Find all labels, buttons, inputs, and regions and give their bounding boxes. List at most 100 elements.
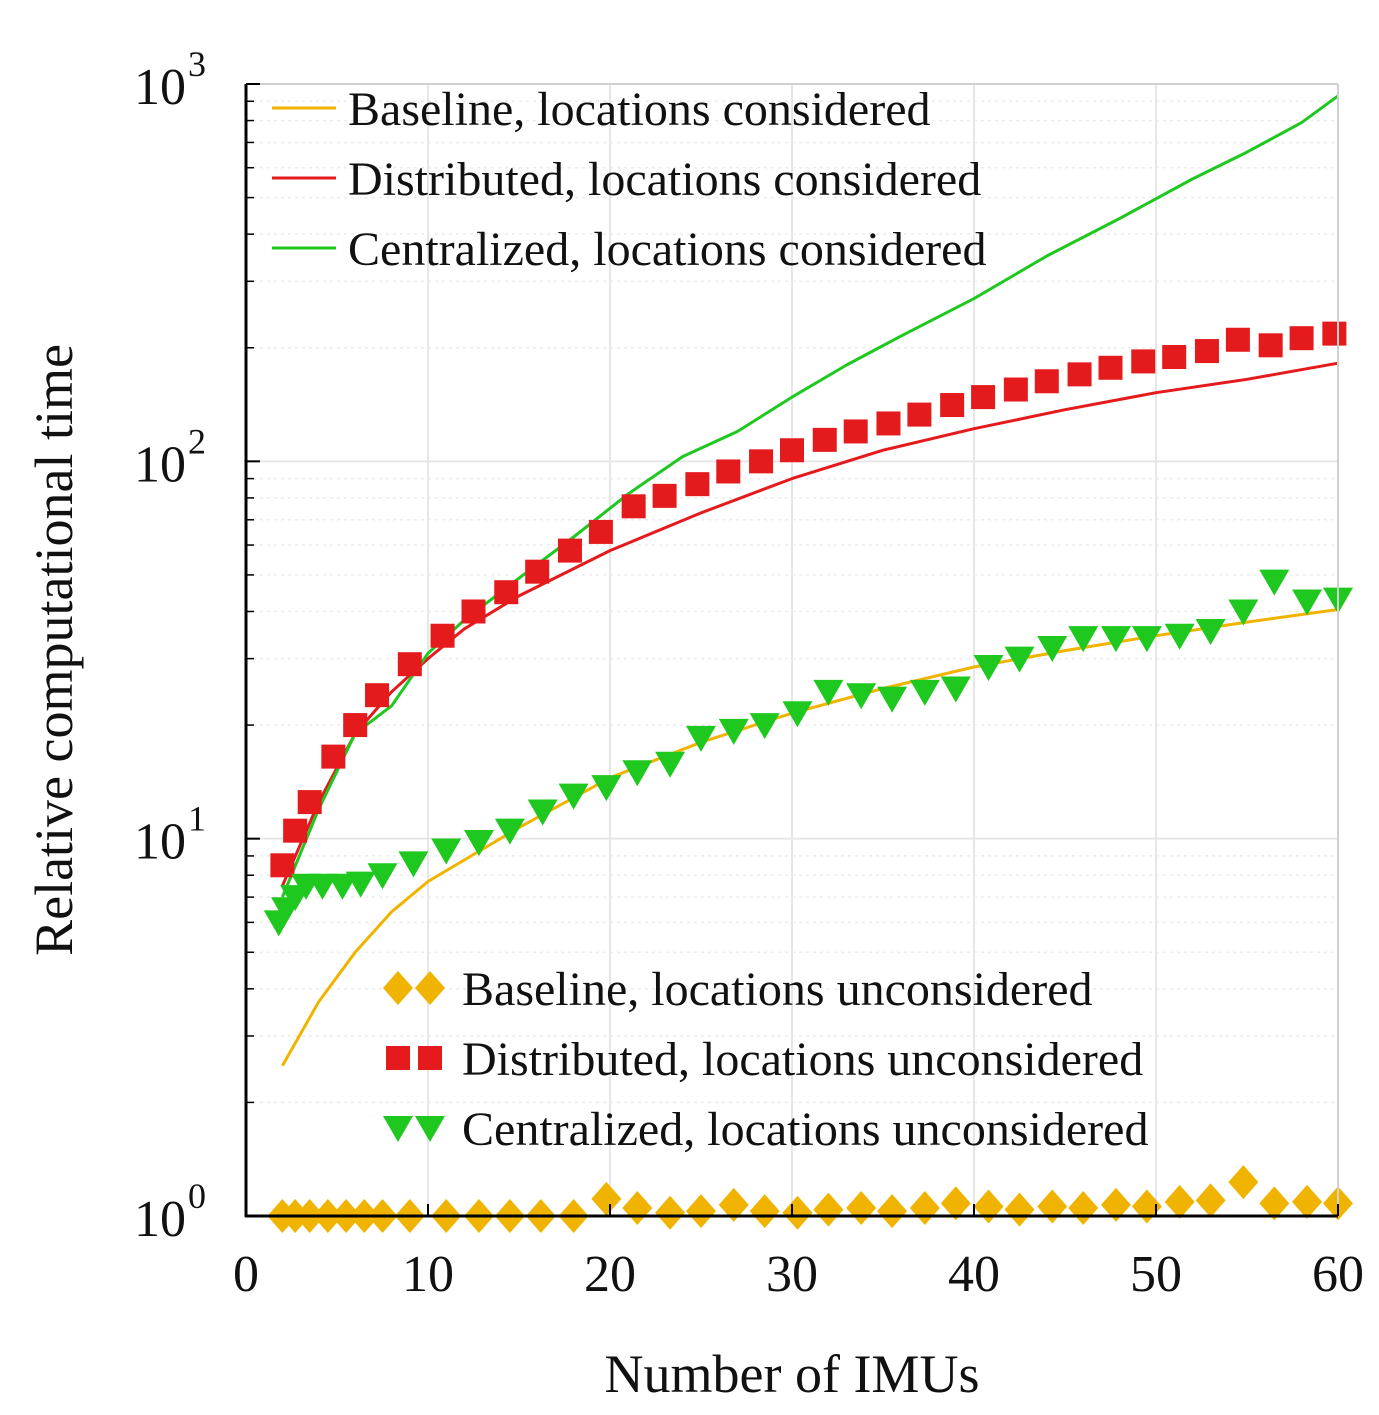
data-point — [782, 701, 813, 728]
data-point — [686, 725, 716, 752]
data-point — [463, 829, 494, 856]
data-point — [1225, 327, 1250, 352]
data-point — [591, 775, 622, 802]
data-point — [686, 1194, 716, 1229]
data-point — [1164, 623, 1195, 650]
y-tick-label: 100 — [134, 1176, 206, 1248]
data-point — [1034, 369, 1059, 394]
legend-marker-swatch — [418, 1046, 442, 1070]
x-tick-label: 50 — [1130, 1246, 1182, 1303]
data-point — [1131, 349, 1156, 374]
data-point — [1259, 1186, 1290, 1221]
data-point — [813, 679, 844, 706]
data-point — [621, 494, 646, 519]
data-point — [1259, 569, 1290, 596]
axes: 0 10 20 30 40 50 60 100 101 102 103 — [134, 44, 1364, 1303]
data-point — [1004, 646, 1035, 673]
data-point — [655, 751, 686, 778]
x-tick-label: 40 — [948, 1246, 1000, 1303]
data-point — [1258, 333, 1283, 358]
data-point — [430, 623, 455, 648]
y-tick-label: 101 — [134, 799, 206, 871]
data-point — [431, 838, 462, 865]
data-point — [397, 652, 422, 677]
data-point — [622, 760, 653, 787]
data-point — [718, 718, 749, 745]
legend-label: Distributed, locations unconsidered — [462, 1033, 1143, 1086]
data-point — [846, 683, 877, 710]
data-point — [283, 818, 308, 843]
y-axis-title: Relative computational time — [24, 344, 84, 956]
data-point — [321, 744, 346, 769]
x-axis-title: Number of IMUs — [605, 1344, 980, 1404]
data-point — [345, 871, 376, 898]
data-point — [1162, 345, 1187, 370]
y-tick-label: 102 — [134, 421, 206, 493]
legend-entry: Distributed, locations considered — [272, 153, 981, 206]
legend-label: Centralized, locations considered — [348, 223, 986, 276]
legend-entry: Centralized, locations unconsidered — [383, 1103, 1148, 1156]
data-point — [940, 1186, 971, 1221]
data-point — [812, 427, 837, 452]
data-point — [307, 873, 338, 900]
data-point — [971, 385, 996, 410]
legend-marker-swatch — [386, 1046, 410, 1070]
data-point — [1098, 355, 1123, 380]
data-point — [1100, 626, 1131, 653]
data-point — [591, 1181, 622, 1216]
data-point — [1004, 1192, 1035, 1227]
legend-label: Centralized, locations unconsidered — [462, 1103, 1148, 1156]
data-point — [327, 873, 358, 900]
data-point — [461, 599, 486, 624]
data-point — [716, 459, 741, 484]
data-point — [877, 686, 908, 713]
data-point — [652, 483, 677, 508]
data-point — [1228, 599, 1259, 626]
data-point — [527, 799, 558, 826]
data-point — [940, 676, 971, 703]
data-point — [1068, 626, 1099, 653]
legend-bottom: Baseline, locations unconsidered Distribu… — [383, 963, 1148, 1156]
data-point — [494, 580, 519, 605]
data-point — [1003, 377, 1028, 402]
data-point — [525, 559, 550, 584]
data-point — [297, 790, 322, 815]
data-point — [1195, 1183, 1226, 1218]
data-point — [685, 472, 710, 497]
data-point — [1289, 326, 1314, 351]
data-point — [749, 449, 774, 474]
legend-entry: Distributed, locations unconsidered — [386, 1033, 1143, 1086]
series-markers-4 — [270, 321, 1347, 878]
data-point — [1131, 626, 1162, 653]
x-tick-label: 20 — [584, 1246, 636, 1303]
data-point — [876, 411, 901, 436]
data-point — [1228, 1165, 1259, 1200]
legend-marker-swatch — [383, 1116, 413, 1142]
legend-top: Baseline, locations considered Distribute… — [272, 83, 986, 276]
legends: Baseline, locations considered Distribute… — [272, 83, 1148, 1156]
data-point — [1292, 1184, 1323, 1219]
data-point — [557, 538, 582, 563]
data-point — [1100, 1187, 1131, 1222]
series-line-2 — [281, 94, 1339, 898]
data-point — [588, 519, 613, 544]
legend-label: Baseline, locations unconsidered — [462, 963, 1093, 1016]
legend-marker-swatch — [415, 1116, 445, 1142]
legend-entry: Centralized, locations considered — [272, 223, 986, 276]
data-point — [1195, 619, 1226, 646]
data-point — [655, 1195, 686, 1230]
data-point — [780, 438, 804, 463]
data-point — [909, 679, 940, 706]
legend-label: Distributed, locations considered — [348, 153, 981, 206]
data-point — [973, 655, 1004, 682]
series-markers — [263, 321, 1353, 1233]
data-point — [718, 1187, 749, 1222]
legend-entry: Baseline, locations considered — [272, 83, 931, 136]
data-point — [494, 818, 525, 845]
data-point — [270, 853, 295, 878]
x-tick-label: 10 — [402, 1246, 454, 1303]
data-point — [1322, 321, 1347, 346]
legend-entry: Baseline, locations unconsidered — [383, 963, 1093, 1016]
data-point — [1037, 636, 1068, 663]
